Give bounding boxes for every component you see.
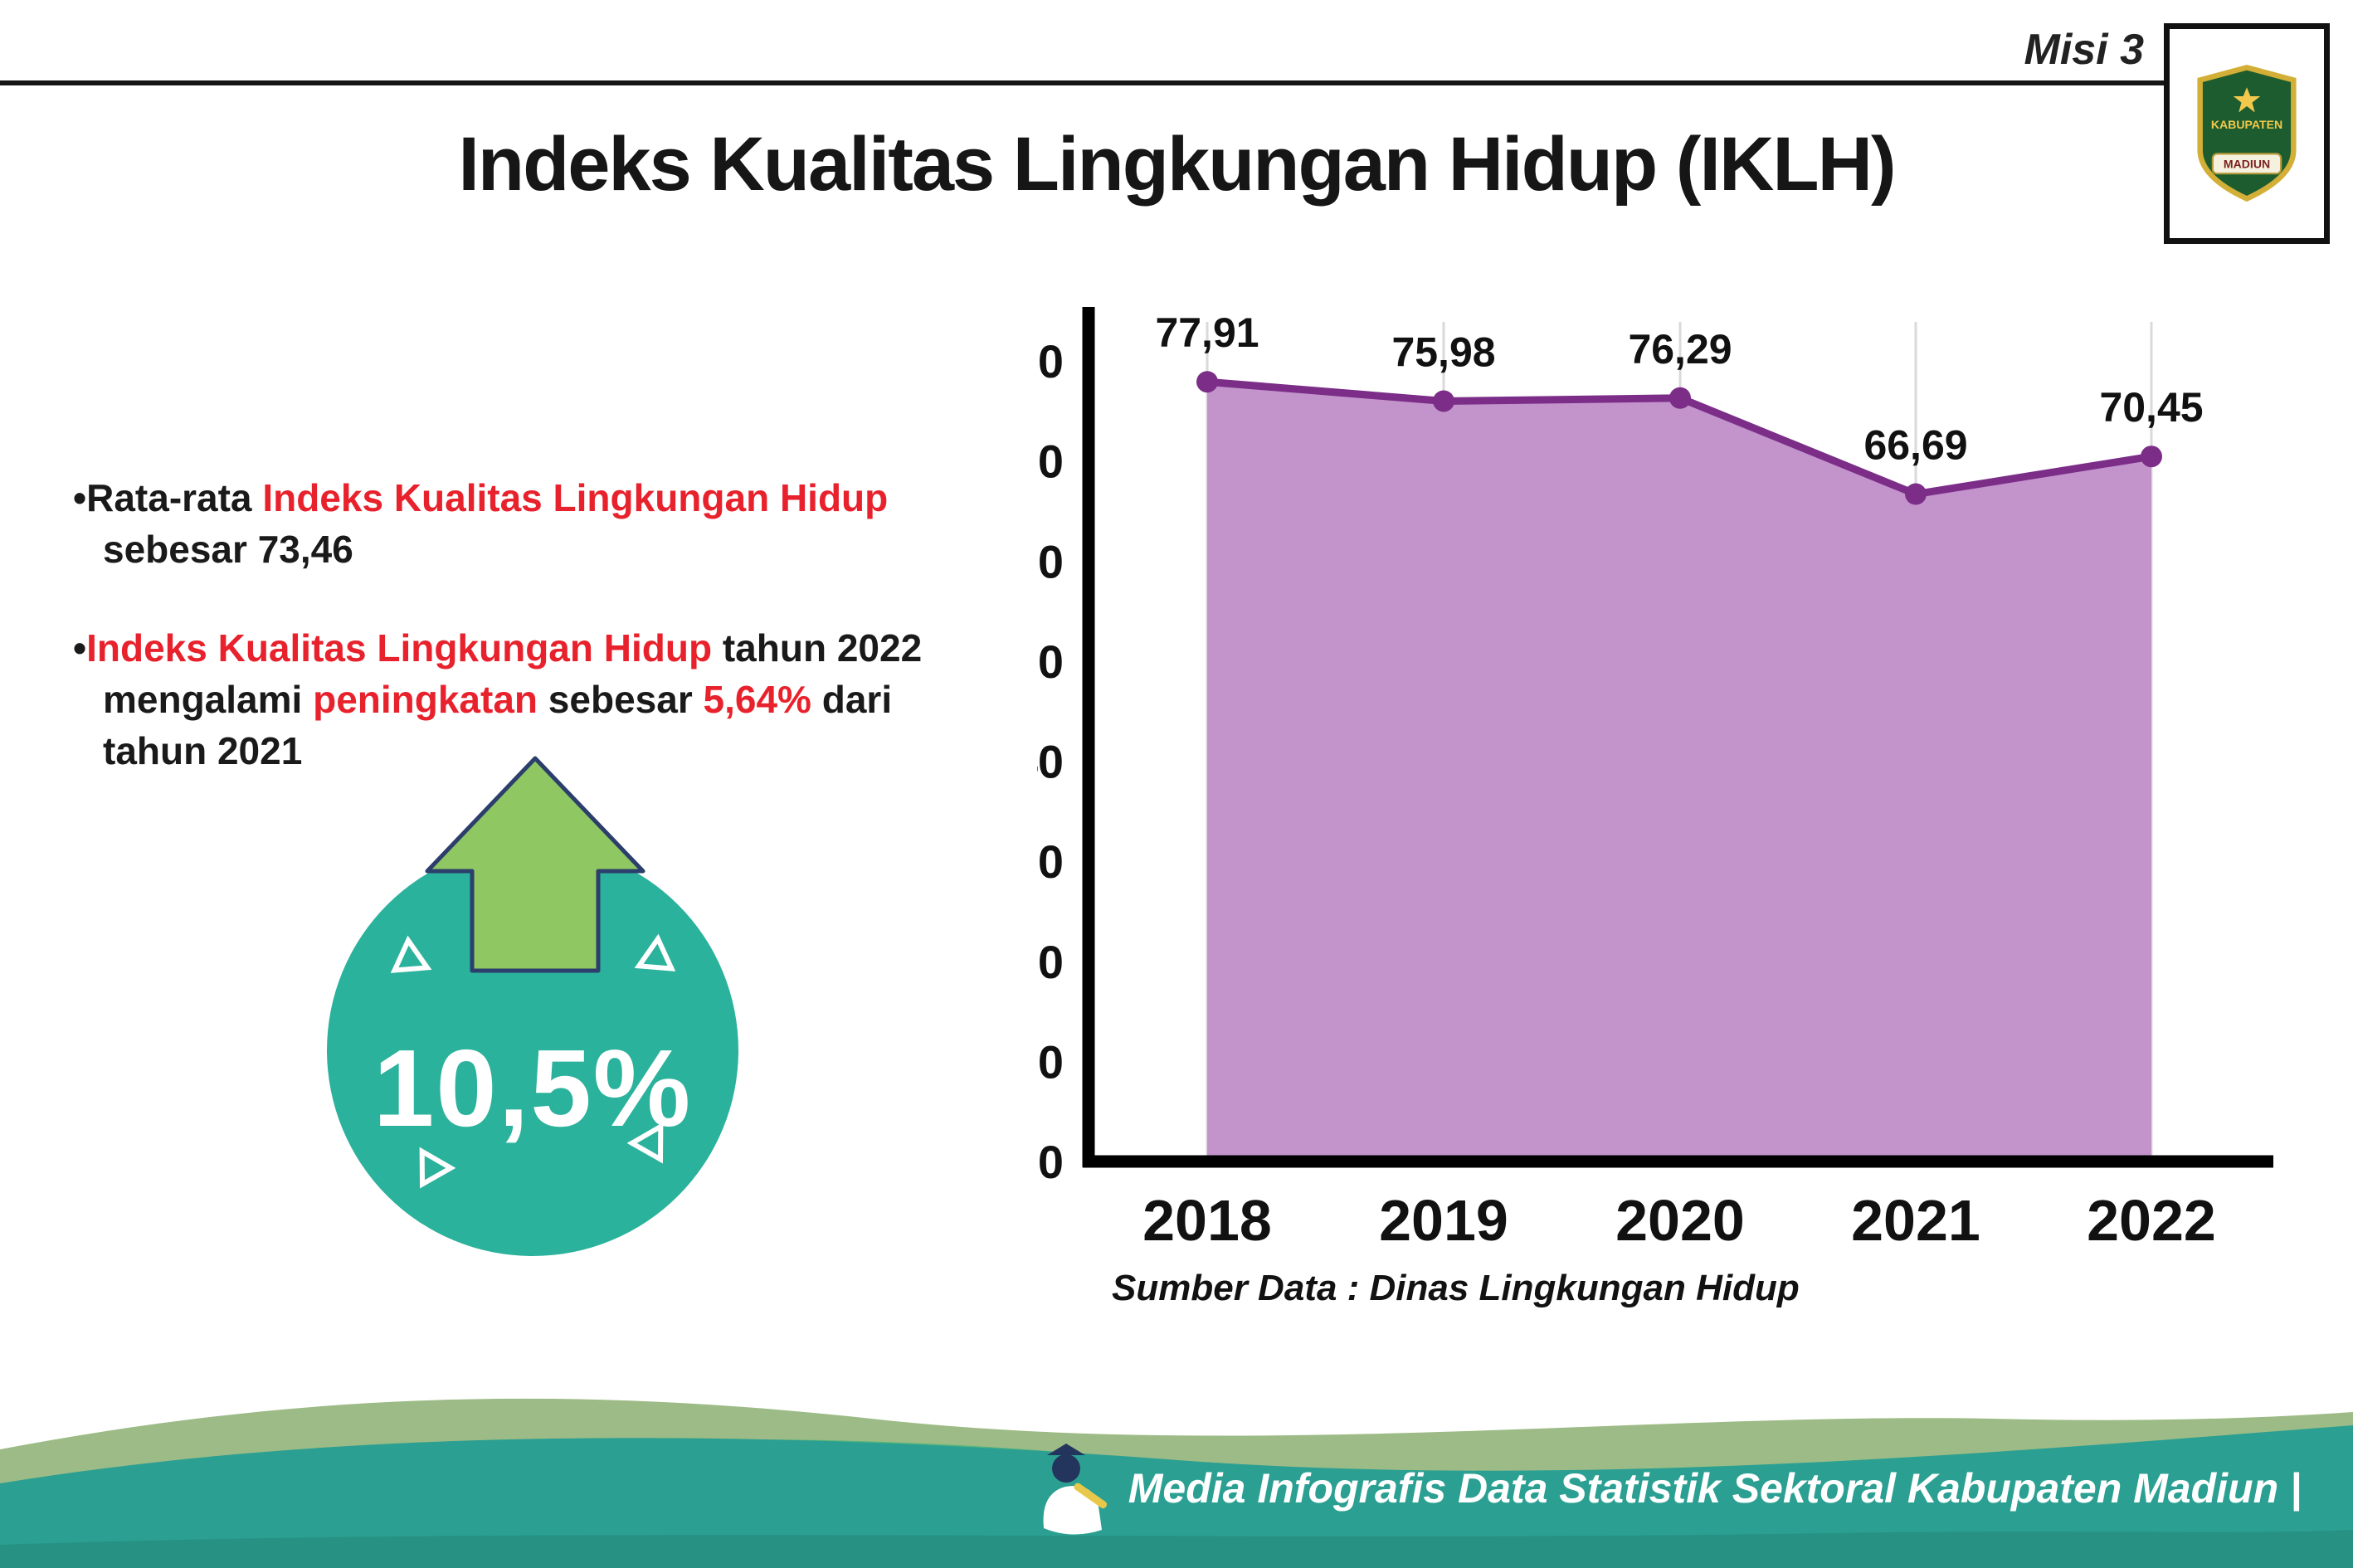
footer: Media Infografis Data Statistik Sektoral… <box>1027 1439 2302 1538</box>
data-point <box>1433 390 1454 412</box>
y-tick-label: 30 <box>1037 835 1064 888</box>
y-tick-label: 20 <box>1037 936 1064 988</box>
bullet-list: •Rata-rata Indeks Kualitas Lingkungan Hi… <box>73 473 965 825</box>
x-tick-label: 2018 <box>1142 1188 1272 1253</box>
area-fill <box>1207 382 2151 1161</box>
svg-text:MADIUN: MADIUN <box>2224 158 2270 171</box>
footer-waves <box>0 1398 2353 1568</box>
data-point <box>2141 446 2162 468</box>
bullet-text-segment: Rata-rata <box>86 476 263 519</box>
kabupaten-madiun-logo: KABUPATEN MADIUN <box>2164 23 2330 244</box>
data-point <box>1196 371 1218 393</box>
bullet-item: •Indeks Kualitas Lingkungan Hidup tahun … <box>73 623 965 777</box>
bullet-text-segment: sebesar <box>538 677 704 721</box>
footer-text: Media Infografis Data Statistik Sektoral… <box>1128 1465 2302 1512</box>
data-point <box>1905 483 1927 505</box>
y-tick-label: 0 <box>1038 1136 1064 1188</box>
bullet-item: •Rata-rata Indeks Kualitas Lingkungan Hi… <box>73 473 965 575</box>
value-label: 76,29 <box>1628 326 1732 373</box>
crest-icon: KABUPATEN MADIUN <box>2197 65 2297 202</box>
y-tick-label: 10 <box>1037 1035 1064 1088</box>
bullet-marker: • <box>73 626 87 670</box>
y-tick-label: 70 <box>1037 436 1064 488</box>
bullet-text-segment: sebesar 73,46 <box>103 527 353 571</box>
y-tick-label: 80 <box>1037 335 1064 387</box>
x-tick-label: 2020 <box>1615 1188 1745 1253</box>
page-title: Indeks Kualitas Lingkungan Hidup (IKLH) <box>458 122 1896 207</box>
bullet-text-segment: tahun 2022 mengalami <box>103 626 923 721</box>
bullet-text-segment: 5,64% <box>703 677 811 721</box>
value-label: 75,98 <box>1391 329 1495 375</box>
x-tick-label: 2021 <box>1851 1188 1980 1253</box>
source-caption: Sumber Data : Dinas Lingkungan Hidup <box>1112 1268 1800 1308</box>
y-tick-label: 50 <box>1037 635 1064 688</box>
bullet-text-segment: peningkatan <box>313 677 538 721</box>
x-tick-label: 2022 <box>2087 1188 2216 1253</box>
iklh-chart-svg: 77,91 75,98 76,29 66,69 70,45 0 10 20 30 40 50 60 70… <box>1012 307 2273 1253</box>
bullet-text-segment: Indeks Kualitas Lingkungan Hidup <box>262 476 889 519</box>
header-rule <box>0 80 2167 85</box>
svg-text:KABUPATEN: KABUPATEN <box>2211 118 2282 131</box>
value-label: 77,91 <box>1155 309 1259 356</box>
iklh-chart: 77,91 75,98 76,29 66,69 70,45 0 10 20 30 40 50 60 70… <box>1012 274 2290 1303</box>
x-tick-label: 2019 <box>1379 1188 1508 1253</box>
bullet-text-segment: dari tahun 2021 <box>103 677 893 772</box>
up-arrow-icon <box>425 756 645 973</box>
badge-value: 10,5% <box>373 1026 693 1149</box>
mascot-icon <box>1043 1444 1107 1535</box>
bullet-marker: • <box>73 476 87 519</box>
misi-label: Misi 3 <box>2024 26 2145 74</box>
value-label: 70,45 <box>2099 384 2203 431</box>
value-label: 66,69 <box>1863 422 1967 469</box>
data-point <box>1669 387 1691 409</box>
bullet-text-segment: Indeks Kualitas Lingkungan Hidup <box>86 626 713 670</box>
y-tick-label: 40 <box>1037 736 1064 788</box>
y-tick-label: 60 <box>1037 535 1064 587</box>
